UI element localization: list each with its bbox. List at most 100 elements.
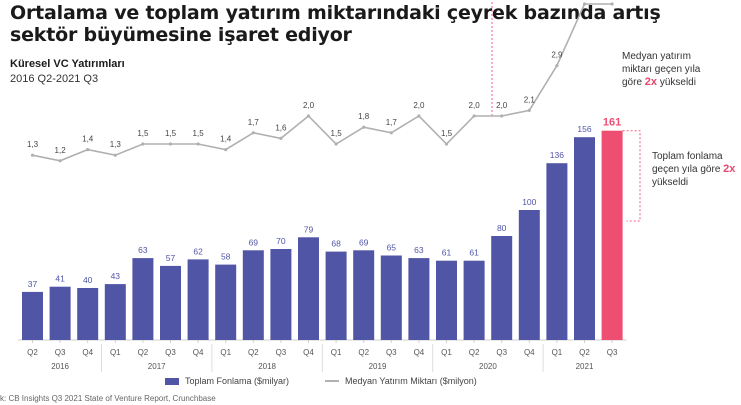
bar-value-label: 58 — [221, 252, 231, 262]
x-tick-label: Q2 — [138, 348, 149, 357]
bar-value-label: 69 — [249, 237, 259, 247]
year-label: 2017 — [148, 362, 166, 371]
bar — [270, 249, 292, 340]
x-tick-label: Q1 — [441, 348, 452, 357]
median-annotation-highlight: 2x — [644, 76, 658, 88]
bar — [601, 130, 623, 340]
bar — [574, 137, 595, 340]
median-value-label: 2,0 — [413, 101, 425, 110]
median-annotation-line3: göre 2x yükseldi — [622, 76, 700, 89]
median-value-label: 1,5 — [441, 129, 453, 138]
x-tick-label: Q3 — [55, 348, 66, 357]
median-point — [113, 153, 117, 157]
median-point — [58, 159, 62, 163]
median-point — [500, 114, 504, 118]
bar-value-label: 100 — [522, 197, 536, 207]
median-point — [141, 142, 145, 146]
median-value-label: 1,4 — [82, 135, 94, 144]
x-tick-label: Q2 — [579, 348, 590, 357]
x-tick-label: Q3 — [496, 348, 507, 357]
highlight-guide-median — [491, 0, 493, 116]
bar-value-label: 61 — [442, 248, 452, 258]
x-tick-label: Q2 — [469, 348, 480, 357]
x-tick-label: Q1 — [331, 348, 342, 357]
bar — [298, 237, 319, 340]
highlight-guide-total — [622, 130, 641, 222]
x-tick-label: Q4 — [193, 348, 204, 357]
total-annotation-line2: geçen yıla göre 2x — [652, 163, 735, 176]
legend-bar-label: Toplam Fonlama ($milyar) — [185, 376, 290, 386]
year-label: 2019 — [369, 362, 387, 371]
bar — [104, 284, 126, 340]
median-point — [168, 142, 173, 146]
year-label: 2016 — [51, 362, 69, 371]
x-tick-label: Q3 — [276, 348, 287, 357]
median-annotation-line2: miktarı geçen yıla — [622, 64, 701, 75]
median-value-label: 1,7 — [248, 118, 260, 127]
x-tick-label: Q2 — [27, 348, 38, 357]
median-point — [389, 131, 393, 135]
x-tick-label: Q4 — [524, 348, 535, 357]
bar — [187, 259, 209, 340]
median-point — [417, 114, 421, 118]
median-value-label: 1,5 — [331, 129, 343, 138]
bar-value-label: 61 — [469, 248, 479, 258]
x-tick-label: Q2 — [358, 348, 369, 357]
x-tick-label: Q2 — [248, 348, 259, 357]
median-value-label: 2,9 — [551, 51, 563, 60]
bar-value-label: 57 — [166, 253, 176, 263]
legend-line-label: Medyan Yatırım Miktarı ($milyon) — [345, 376, 477, 386]
median-value-label: 1,2 — [55, 146, 67, 155]
median-value-label: 2,0 — [303, 101, 315, 110]
median-point — [86, 148, 90, 152]
median-point — [362, 125, 366, 129]
median-point — [555, 64, 559, 68]
legend-line-swatch — [325, 380, 339, 382]
median-annotation-line1: Medyan yatırım — [622, 51, 691, 62]
median-value-label: 1,8 — [358, 112, 370, 121]
median-annotation-pre: göre — [622, 77, 645, 88]
bar — [242, 250, 264, 340]
bar — [325, 251, 347, 340]
bar-value-label: 80 — [497, 223, 507, 233]
median-point — [30, 153, 35, 157]
bar-value-label: 43 — [111, 271, 121, 281]
bar — [77, 288, 99, 340]
bar-value-label: 79 — [304, 224, 314, 234]
median-value-label: 1,6 — [275, 123, 287, 132]
bar — [353, 250, 375, 340]
median-value-label: 2,0 — [469, 101, 481, 110]
bar — [215, 264, 237, 340]
bar — [463, 260, 485, 340]
median-value-label: 1,5 — [165, 129, 177, 138]
bar — [546, 163, 568, 340]
bar — [408, 258, 430, 340]
bar-value-label: 40 — [83, 275, 93, 285]
bar — [49, 286, 71, 340]
year-label: 2018 — [258, 362, 276, 371]
bar — [132, 258, 154, 340]
median-value-label: 2,0 — [496, 101, 508, 110]
median-point — [527, 108, 531, 112]
total-annotation-line3: yükseldi — [652, 177, 689, 188]
total-annotation-line1: Toplam fonlama — [652, 151, 723, 162]
bar-value-label: 37 — [28, 279, 38, 289]
median-line — [32, 3, 613, 162]
x-tick-label: Q3 — [607, 348, 618, 357]
bar — [518, 210, 540, 340]
median-point — [582, 2, 587, 6]
x-tick-label: Q3 — [165, 348, 176, 357]
bar-value-label: 161 — [603, 117, 621, 129]
median-annotation-post: yükseldi — [657, 77, 696, 88]
bar — [380, 255, 402, 340]
bar-value-label: 69 — [359, 237, 369, 247]
bar-value-label: 63 — [414, 245, 424, 255]
median-value-label: 1,4 — [220, 135, 232, 144]
total-annotation-highlight: 2x — [723, 163, 736, 175]
chart-title: Ortalama ve toplam yatırım miktarındaki … — [10, 2, 661, 46]
bar-value-label: 65 — [387, 243, 397, 253]
median-point — [251, 131, 255, 135]
source-note: k: CB Insights Q3 2021 State of Venture … — [0, 394, 216, 403]
bar-value-label: 136 — [550, 150, 564, 160]
bar — [22, 291, 43, 340]
